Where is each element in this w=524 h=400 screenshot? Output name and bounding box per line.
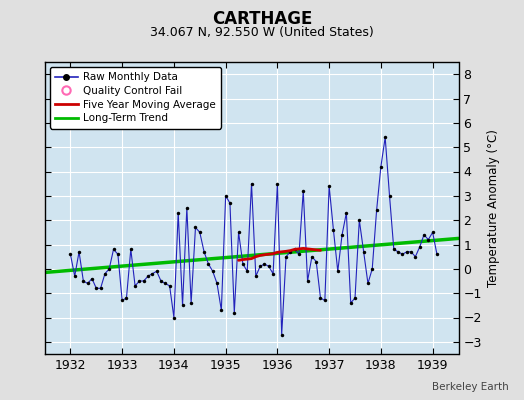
Text: CARTHAGE: CARTHAGE: [212, 10, 312, 28]
Legend: Raw Monthly Data, Quality Control Fail, Five Year Moving Average, Long-Term Tren: Raw Monthly Data, Quality Control Fail, …: [50, 67, 221, 128]
Text: 34.067 N, 92.550 W (United States): 34.067 N, 92.550 W (United States): [150, 26, 374, 39]
Text: Berkeley Earth: Berkeley Earth: [432, 382, 508, 392]
Y-axis label: Temperature Anomaly (°C): Temperature Anomaly (°C): [487, 129, 500, 287]
